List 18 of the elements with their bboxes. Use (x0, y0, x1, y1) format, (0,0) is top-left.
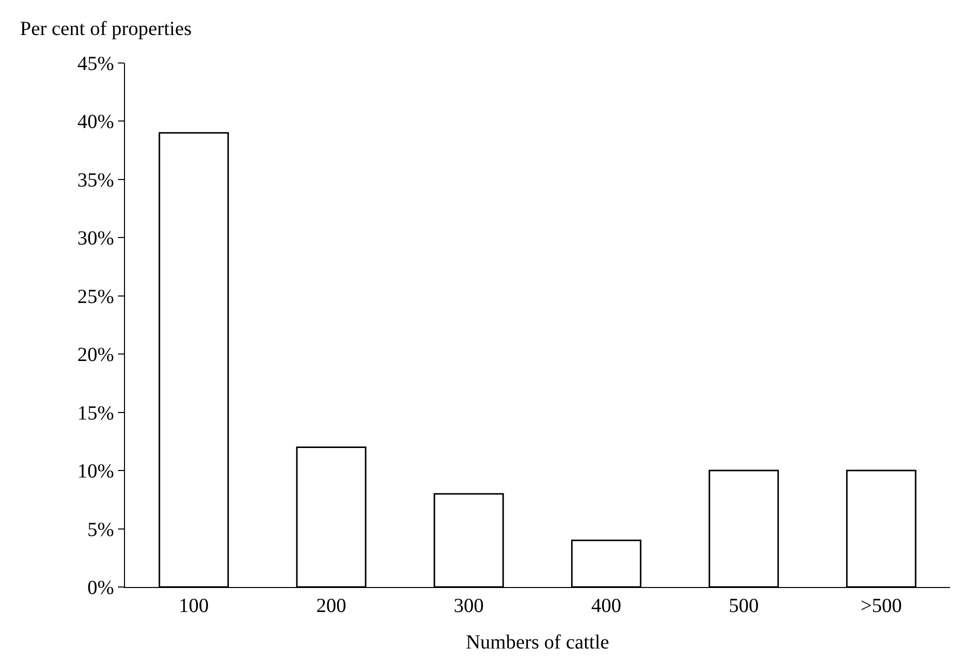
x-tick-label: 100 (178, 595, 209, 617)
y-tick-label: 5% (87, 518, 114, 541)
x-tick-label: 200 (316, 595, 346, 617)
y-tick-label: 15% (77, 402, 114, 424)
y-tick-label: 40% (77, 111, 114, 134)
y-tick-label: 25% (77, 286, 114, 308)
x-tick-label: 400 (591, 595, 622, 617)
y-tick-label: 45% (77, 53, 114, 75)
y-tick-label: 20% (77, 344, 114, 366)
y-tick-label: 35% (77, 169, 114, 192)
y-tick-label: 10% (77, 460, 114, 483)
x-axis-title: Numbers of cattle (466, 632, 610, 654)
x-tick-label: 300 (454, 595, 484, 617)
y-axis-title: Per cent of properties (20, 18, 192, 40)
x-tick-label: 500 (728, 595, 759, 617)
x-tick-label: >500 (860, 595, 902, 617)
y-tick-label: 30% (77, 228, 114, 250)
y-tick-label: 0% (87, 577, 114, 599)
